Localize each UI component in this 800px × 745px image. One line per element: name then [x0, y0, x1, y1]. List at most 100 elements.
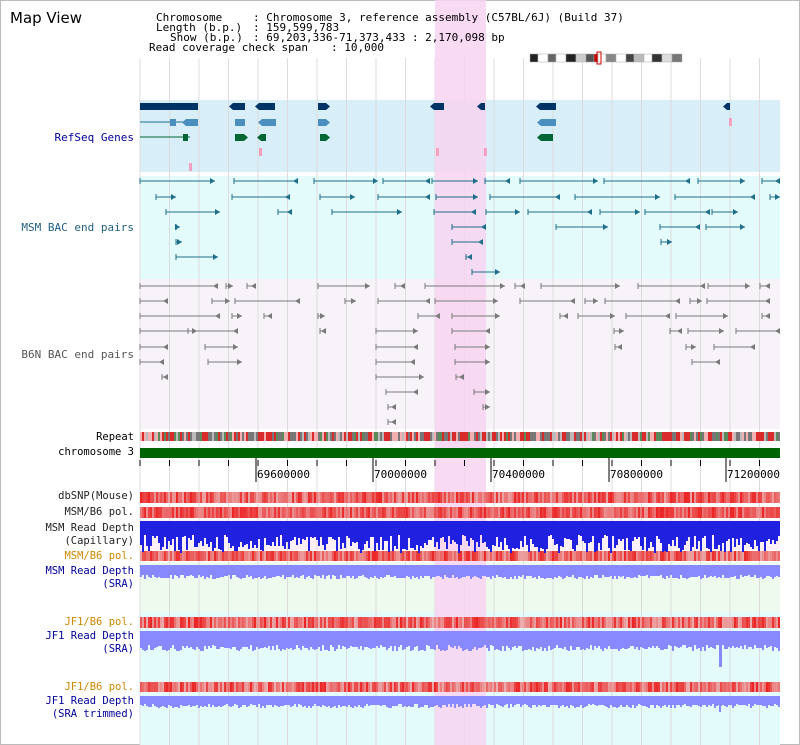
polymorphism-cell — [334, 682, 336, 692]
gene-block — [186, 119, 198, 126]
read-depth-bar — [598, 696, 600, 705]
polymorphism-cell — [550, 492, 552, 503]
polymorphism-cell — [458, 682, 460, 692]
read-depth-bar — [768, 565, 770, 576]
repeat-segment — [344, 432, 346, 441]
polymorphism-cell — [286, 492, 288, 503]
polymorphism-cell — [336, 551, 338, 561]
read-depth-bar — [428, 696, 430, 708]
bac-pair-arrow — [320, 313, 325, 319]
read-depth-bar — [406, 521, 408, 550]
polymorphism-cell — [422, 682, 424, 692]
polymorphism-cell — [206, 617, 208, 628]
polymorphism-cell — [400, 492, 402, 503]
polymorphism-cell — [612, 551, 614, 561]
read-depth-bar — [326, 565, 328, 576]
polymorphism-cell — [562, 682, 564, 692]
repeat-segment — [174, 432, 176, 441]
polymorphism-cell — [474, 617, 476, 628]
repeat-segment — [610, 432, 612, 441]
read-depth-bar — [238, 565, 240, 578]
polymorphism-cell — [286, 507, 288, 518]
polymorphism-cell — [314, 507, 316, 518]
read-depth-bar — [250, 521, 252, 541]
track-label-refseq[interactable]: RefSeq Genes — [54, 131, 134, 144]
bac-pair-arrow — [159, 359, 164, 365]
read-depth-bar — [262, 565, 264, 578]
repeat-segment — [682, 432, 684, 441]
read-depth-bar — [146, 696, 148, 706]
bac-pair-arrow — [715, 359, 720, 365]
gene-arrow — [244, 134, 248, 141]
read-depth-bar — [376, 521, 378, 543]
polymorphism-cell — [390, 492, 392, 503]
polymorphism-cell — [448, 551, 450, 561]
polymorphism-cell — [368, 617, 370, 628]
polymorphism-cell — [520, 682, 522, 692]
bac-pair-arrow — [397, 209, 402, 215]
read-depth-bar — [178, 696, 180, 708]
bac-pair-arrow — [213, 254, 218, 260]
polymorphism-cell — [766, 551, 768, 561]
read-depth-bar — [292, 696, 294, 706]
polymorphism-cell — [272, 507, 274, 518]
polymorphism-cell — [686, 492, 688, 503]
polymorphism-cell — [776, 682, 778, 692]
polymorphism-cell — [442, 551, 444, 561]
polymorphism-cell — [608, 507, 610, 518]
polymorphism-cell — [326, 617, 328, 628]
bac-pair-arrow — [740, 224, 745, 230]
read-depth-bar — [654, 631, 656, 648]
read-depth-bar — [292, 565, 294, 575]
read-depth-bar — [210, 631, 212, 648]
read-depth-bar — [176, 631, 178, 651]
read-depth-bar — [294, 565, 296, 578]
read-depth-bar — [316, 631, 318, 649]
bac-pair-arrow — [485, 389, 490, 395]
polymorphism-cell — [258, 551, 260, 561]
polymorphism-cell — [620, 492, 622, 503]
polymorphism-cell — [280, 551, 282, 561]
read-depth-bar — [754, 696, 756, 704]
read-depth-bar — [508, 696, 510, 708]
polymorphism-cell — [274, 682, 276, 692]
polymorphism-cell — [288, 682, 290, 692]
bac-pair-arrow — [177, 239, 182, 245]
polymorphism-cell — [384, 492, 386, 503]
polymorphism-cell — [660, 682, 662, 692]
read-depth-bar — [410, 521, 412, 548]
chromosome-bar — [140, 448, 780, 458]
polymorphism-cell — [386, 551, 388, 561]
polymorphism-cell — [766, 682, 768, 692]
repeat-segment — [514, 432, 516, 441]
read-depth-bar — [626, 521, 628, 538]
polymorphism-cell — [752, 617, 754, 628]
polymorphism-cell — [364, 682, 366, 692]
read-depth-bar — [448, 521, 450, 536]
polymorphism-cell — [236, 492, 238, 503]
chromosome-value: : Chromosome 3, reference assembly (C57B… — [253, 11, 624, 24]
polymorphism-cell — [426, 617, 428, 628]
polymorphism-cell — [462, 507, 464, 518]
read-depth-bar — [756, 696, 758, 705]
read-depth-bar — [722, 565, 724, 575]
polymorphism-cell — [448, 507, 450, 518]
polymorphism-cell — [302, 682, 304, 692]
track-label-msm-bac[interactable]: MSM BAC end pairs — [21, 221, 134, 234]
read-depth-bar — [250, 565, 252, 576]
polymorphism-cell — [526, 507, 528, 518]
read-depth-bar — [486, 696, 488, 708]
polymorphism-cell — [318, 682, 320, 692]
polymorphism-cell — [392, 492, 394, 503]
read-depth-bar — [182, 696, 184, 706]
read-depth-bar — [648, 696, 650, 708]
read-depth-bar — [768, 521, 770, 539]
polymorphism-cell — [620, 551, 622, 561]
repeat-segment — [566, 432, 568, 441]
polymorphism-cell — [358, 551, 360, 561]
polymorphism-cell — [612, 617, 614, 628]
polymorphism-cell — [606, 682, 608, 692]
track-label-b6n-bac[interactable]: B6N BAC end pairs — [21, 348, 134, 361]
polymorphism-cell — [202, 617, 204, 628]
polymorphism-cell — [368, 492, 370, 503]
